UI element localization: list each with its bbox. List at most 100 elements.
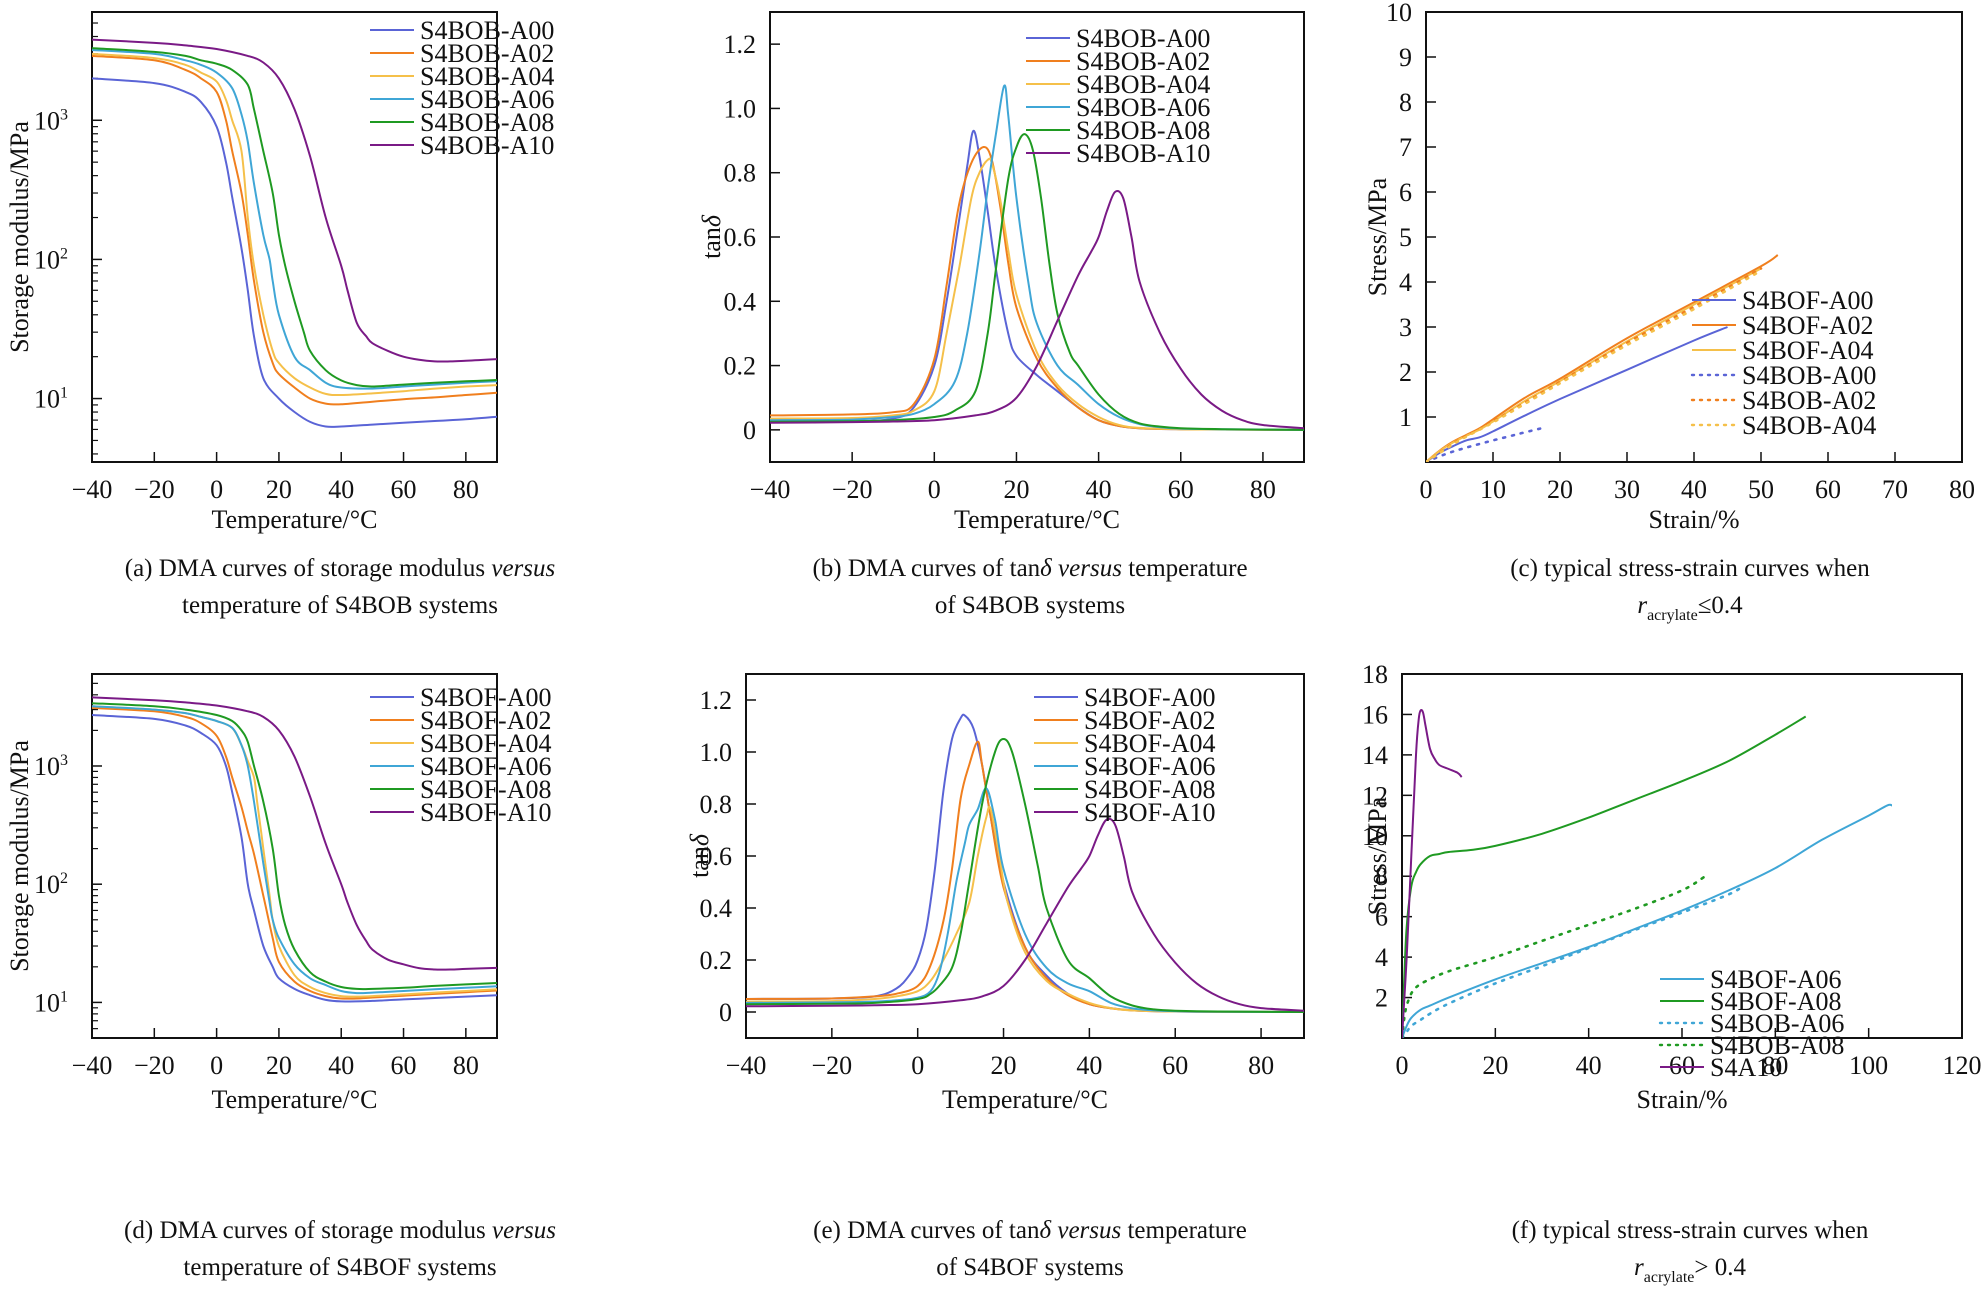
series-s4bof-a10 bbox=[92, 696, 497, 971]
series-s4bof-a00 bbox=[1426, 326, 1728, 462]
caption-f: (f) typical stress-strain curves when ra… bbox=[1400, 1212, 1980, 1296]
legend-label: S4BOB-A04 bbox=[1742, 411, 1876, 440]
caption-e-italic: versus bbox=[1057, 1217, 1122, 1244]
series-s4bob-a08 bbox=[92, 47, 497, 388]
legend-label: S4BOB-A04 bbox=[1076, 70, 1210, 99]
y-tick-label: 4 bbox=[1375, 943, 1388, 972]
series-s4bob-a06 bbox=[1402, 885, 1744, 1038]
chart-c: 0 10 20 30 40 50 60 70 80 1 2 3 4 5 6 7 8 9 10 Strain/% Stre… bbox=[1363, 0, 1975, 534]
caption-a-text: (a) DMA curves of storage modulus bbox=[124, 555, 492, 582]
y-tick-label: 101 bbox=[34, 385, 68, 414]
series-s4bob-a04 bbox=[1426, 269, 1763, 462]
x-tick-label: 80 bbox=[1250, 475, 1276, 504]
series-s4a10 bbox=[1402, 708, 1463, 1038]
legend-label: S4BOB-A04 bbox=[420, 62, 554, 91]
x-tick-label: 0 bbox=[911, 1051, 924, 1080]
series-s4bob-a02 bbox=[92, 54, 497, 406]
y-tick-label: 0.6 bbox=[724, 223, 757, 252]
x-tick-label: −20 bbox=[812, 1051, 853, 1080]
y-tick-label: 2 bbox=[1399, 358, 1412, 387]
series-s4bof-a06 bbox=[1402, 803, 1893, 1038]
series-s4bof-a06 bbox=[92, 705, 497, 995]
legend-label: S4BOF-A08 bbox=[1710, 987, 1841, 1016]
x-tick-label: 60 bbox=[391, 475, 417, 504]
y-tick-label: 1.2 bbox=[700, 686, 733, 715]
caption-e-line2: of S4BOF systems bbox=[936, 1254, 1124, 1281]
y-tick-label: 2 bbox=[1375, 984, 1388, 1013]
caption-b-line2: of S4BOB systems bbox=[934, 592, 1126, 619]
legend-label: S4BOB-A06 bbox=[1076, 93, 1210, 122]
y-tick-label: 0.8 bbox=[700, 790, 733, 819]
x-tick-label: 60 bbox=[1168, 475, 1194, 504]
caption-c-rel: ≤0.4 bbox=[1697, 592, 1743, 619]
y-axis-label: Storage modulus/MPa bbox=[5, 121, 34, 353]
legend-label: S4BOB-A00 bbox=[1742, 361, 1876, 390]
y-tick-label: 18 bbox=[1362, 660, 1388, 689]
x-axis-label: Temperature/°C bbox=[212, 1085, 378, 1114]
series-s4bob-a00 bbox=[1426, 426, 1545, 462]
series-s4bob-a06 bbox=[770, 84, 1304, 431]
x-axis-label: Temperature/°C bbox=[942, 1085, 1108, 1114]
x-tick-label: 20 bbox=[266, 475, 292, 504]
legend-label: S4BOF-A04 bbox=[1742, 336, 1873, 365]
series-s4bob-a00 bbox=[92, 77, 497, 428]
x-tick-label: 0 bbox=[928, 475, 941, 504]
y-tick-label: 7 bbox=[1399, 133, 1412, 162]
y-tick-label: 101 bbox=[34, 988, 68, 1017]
y-tick-label: 9 bbox=[1399, 43, 1412, 72]
x-tick-label: 0 bbox=[210, 475, 223, 504]
x-tick-label: 80 bbox=[453, 475, 479, 504]
x-tick-label: 50 bbox=[1748, 475, 1774, 504]
caption-f-r: r bbox=[1634, 1254, 1644, 1281]
legend-label: S4BOF-A04 bbox=[1084, 729, 1215, 758]
x-tick-label: 100 bbox=[1849, 1051, 1888, 1080]
legend: S4BOF-A00S4BOF-A02S4BOF-A04S4BOF-A06S4BO… bbox=[1034, 683, 1215, 827]
y-tick-label: 6 bbox=[1399, 178, 1412, 207]
y-tick-label: 8 bbox=[1375, 862, 1388, 891]
series-s4bof-a08 bbox=[1402, 715, 1807, 1038]
y-tick-label: 16 bbox=[1362, 700, 1388, 729]
x-tick-label: 40 bbox=[1076, 1051, 1102, 1080]
x-tick-label: −20 bbox=[134, 475, 175, 504]
y-tick-label: 10 bbox=[1362, 822, 1388, 851]
legend-label: S4BOF-A08 bbox=[420, 775, 551, 804]
series-s4bof-a04 bbox=[746, 805, 1304, 1013]
caption-d-italic: versus bbox=[492, 1217, 556, 1244]
caption-d-text: (d) DMA curves of storage modulus bbox=[124, 1217, 493, 1244]
legend: S4BOF-A00S4BOF-A02S4BOF-A04S4BOF-A06S4BO… bbox=[370, 683, 551, 827]
x-tick-label: 0 bbox=[1396, 1051, 1409, 1080]
chart-a: −40 −20 0 20 40 60 80 101 102 103 Temperature/°C St… bbox=[5, 11, 554, 534]
series-s4bob-a02 bbox=[770, 145, 1304, 431]
x-tick-label: 40 bbox=[1576, 1051, 1602, 1080]
caption-e-post: temperature bbox=[1121, 1217, 1247, 1244]
caption-c: (c) typical stress-strain curves when ra… bbox=[1400, 550, 1980, 634]
x-tick-label: 40 bbox=[1086, 475, 1112, 504]
legend-label: S4BOB-A08 bbox=[420, 108, 554, 137]
series-s4bob-a08 bbox=[770, 133, 1304, 431]
series-group bbox=[92, 38, 497, 428]
legend-label: S4BOF-A00 bbox=[1084, 683, 1215, 712]
caption-a: (a) DMA curves of storage modulus versus… bbox=[40, 550, 640, 624]
legend-label: S4BOB-A02 bbox=[1742, 386, 1876, 415]
x-tick-label: 80 bbox=[1762, 1051, 1788, 1080]
x-tick-label: 60 bbox=[1162, 1051, 1188, 1080]
caption-b: (b) DMA curves of tanδ versus temperatur… bbox=[720, 550, 1340, 624]
x-tick-label: 60 bbox=[1669, 1051, 1695, 1080]
caption-c-text: (c) typical stress-strain curves when bbox=[1510, 555, 1870, 582]
x-tick-label: −40 bbox=[750, 475, 791, 504]
caption-b-text: (b) DMA curves of tan bbox=[812, 555, 1041, 582]
y-tick-label: 0 bbox=[719, 998, 732, 1027]
x-tick-label: 40 bbox=[328, 1051, 354, 1080]
caption-d-line2: temperature of S4BOF systems bbox=[183, 1254, 497, 1281]
y-tick-label: 102 bbox=[34, 870, 68, 899]
y-axis-label: Storage modulus/MPa bbox=[5, 740, 34, 972]
x-tick-label: 10 bbox=[1480, 475, 1506, 504]
x-tick-label: 120 bbox=[1943, 1051, 1982, 1080]
y-tick-label: 102 bbox=[34, 245, 68, 274]
legend-label: S4BOF-A10 bbox=[1084, 798, 1215, 827]
legend-label: S4BOB-A08 bbox=[1710, 1031, 1844, 1060]
y-axis-label: tanδ bbox=[697, 214, 726, 259]
x-tick-label: 30 bbox=[1614, 475, 1640, 504]
caption-f-sub: acrylate bbox=[1643, 1269, 1695, 1286]
series-group bbox=[1426, 254, 1779, 462]
